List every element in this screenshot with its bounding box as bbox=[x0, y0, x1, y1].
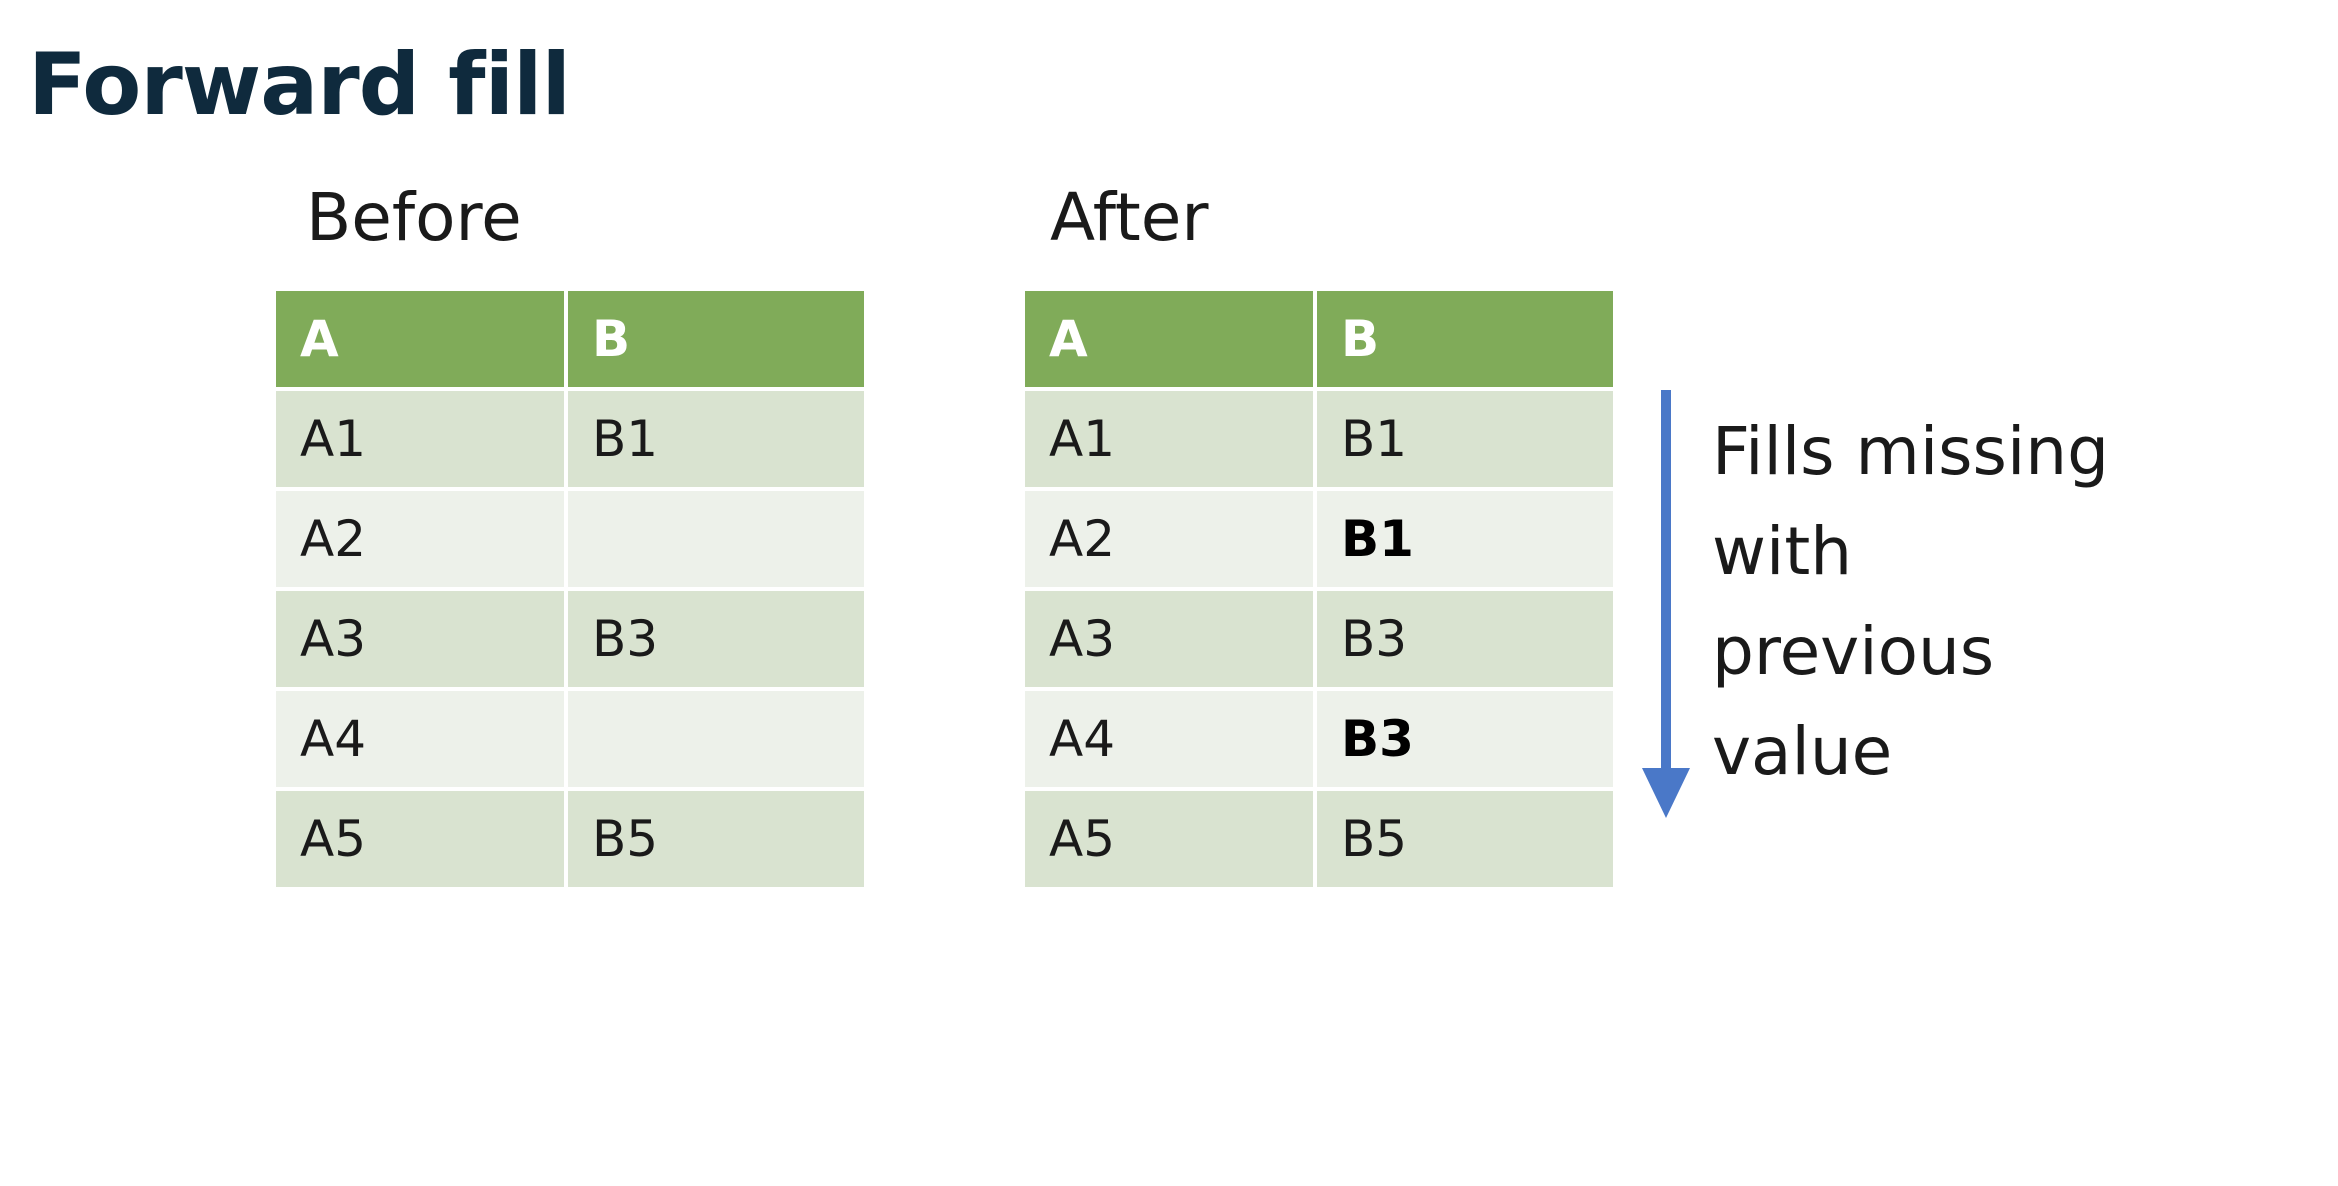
empty-cell bbox=[568, 691, 864, 787]
table-cell: A5 bbox=[1025, 791, 1313, 887]
header-row: A B bbox=[276, 291, 864, 387]
table-cell: A4 bbox=[1025, 691, 1313, 787]
table-cell: B5 bbox=[568, 791, 864, 887]
table-row: A5 B5 bbox=[1025, 791, 1613, 887]
fill-note-line: previous bbox=[1712, 613, 1995, 690]
table-row: A2 B1 bbox=[1025, 491, 1613, 587]
column-header-a: A bbox=[1025, 291, 1313, 387]
table-row: A3 B3 bbox=[1025, 591, 1613, 687]
table-cell: B1 bbox=[1317, 391, 1613, 487]
before-caption: Before bbox=[306, 179, 522, 256]
fill-note: Fills missing with previous value bbox=[1712, 402, 2109, 802]
down-arrow-icon bbox=[1642, 390, 1690, 818]
table-cell: A1 bbox=[276, 391, 564, 487]
before-table: A B A1 B1 A2 A3 B3 A4 A5 B5 bbox=[272, 287, 868, 891]
table-cell: B5 bbox=[1317, 791, 1613, 887]
table-cell: A3 bbox=[276, 591, 564, 687]
fill-note-line: Fills missing bbox=[1712, 413, 2109, 490]
column-header-a: A bbox=[276, 291, 564, 387]
table-cell: A5 bbox=[276, 791, 564, 887]
filled-cell: B3 bbox=[1317, 691, 1613, 787]
fill-note-line: value bbox=[1712, 713, 1893, 790]
table-cell: A3 bbox=[1025, 591, 1313, 687]
table-cell: A2 bbox=[276, 491, 564, 587]
table-cell: A2 bbox=[1025, 491, 1313, 587]
table-cell: B3 bbox=[568, 591, 864, 687]
table-row: A1 B1 bbox=[276, 391, 864, 487]
empty-cell bbox=[568, 491, 864, 587]
fill-note-line: with bbox=[1712, 513, 1853, 590]
page-title: Forward fill bbox=[28, 35, 571, 135]
column-header-b: B bbox=[1317, 291, 1613, 387]
table-row: A1 B1 bbox=[1025, 391, 1613, 487]
table-row: A5 B5 bbox=[276, 791, 864, 887]
table-row: A4 bbox=[276, 691, 864, 787]
table-cell: A1 bbox=[1025, 391, 1313, 487]
table-row: A2 bbox=[276, 491, 864, 587]
table-cell: A4 bbox=[276, 691, 564, 787]
after-table: A B A1 B1 A2 B1 A3 B3 A4 B3 A5 B5 bbox=[1021, 287, 1617, 891]
after-caption: After bbox=[1050, 179, 1209, 256]
filled-cell: B1 bbox=[1317, 491, 1613, 587]
table-cell: B3 bbox=[1317, 591, 1613, 687]
table-cell: B1 bbox=[568, 391, 864, 487]
table-row: A4 B3 bbox=[1025, 691, 1613, 787]
header-row: A B bbox=[1025, 291, 1613, 387]
column-header-b: B bbox=[568, 291, 864, 387]
table-row: A3 B3 bbox=[276, 591, 864, 687]
